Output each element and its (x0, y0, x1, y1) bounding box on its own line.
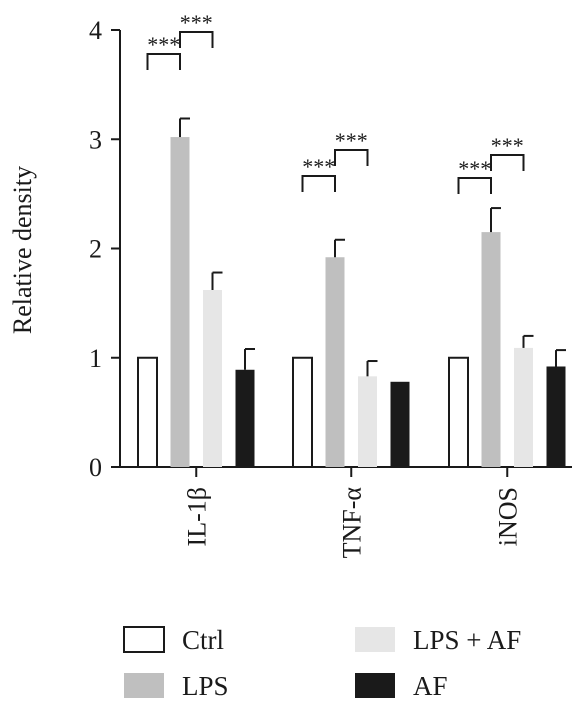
significance-brackets: ****************** (146, 10, 525, 194)
legend-swatch (355, 673, 395, 698)
legend-label: Ctrl (182, 625, 224, 655)
significance-bracket (146, 53, 181, 70)
legend: Ctrl LPS LPS + AF AF (123, 625, 521, 701)
legend-item-ctrl: Ctrl (123, 625, 224, 655)
bar-lps-af-1 (358, 376, 377, 467)
bar-af-1 (390, 381, 410, 467)
significance-bracket (179, 31, 214, 48)
legend-label: AF (413, 671, 448, 701)
significance-bracket (457, 177, 492, 194)
category-label: IL-1β (182, 487, 211, 546)
legend-item-lps: LPS (124, 671, 229, 701)
significance-bracket (490, 154, 525, 171)
legend-swatch (355, 627, 395, 652)
y-tick-label: 0 (89, 453, 102, 482)
significance-label: *** (458, 156, 491, 181)
bar-af-2 (546, 366, 566, 467)
significance-bracket (334, 149, 369, 166)
bar-af-0 (235, 369, 255, 467)
significance-label: *** (335, 128, 368, 153)
significance-label: *** (491, 133, 524, 158)
y-tick-label: 4 (89, 16, 102, 45)
significance-label: *** (180, 10, 213, 35)
axis-labels: IL-1β TNF-α iNOS Relative density (8, 166, 522, 559)
legend-label: LPS + AF (413, 625, 521, 655)
bar-lps-af-0 (203, 290, 222, 467)
legend-label: LPS (182, 671, 229, 701)
bar-lps-af-2 (514, 347, 533, 467)
bar-ctrl-1 (292, 356, 313, 468)
bar-lps-2 (481, 232, 501, 467)
significance-bracket (301, 175, 336, 192)
category-label: TNF-α (337, 487, 366, 559)
bar-ctrl-0 (137, 356, 158, 468)
y-tick-label: 2 (89, 235, 102, 264)
bar-lps-0 (170, 137, 190, 467)
significance-label: *** (147, 32, 180, 57)
bar-ctrl-2 (448, 356, 469, 468)
legend-swatch (123, 626, 165, 653)
bars (137, 117, 566, 468)
bar-lps-1 (325, 257, 345, 467)
y-tick-label: 3 (89, 125, 102, 154)
legend-item-af: AF (355, 671, 448, 701)
significance-label: *** (302, 154, 335, 179)
y-tick-label: 1 (89, 344, 102, 373)
y-axis-label: Relative density (8, 166, 37, 334)
legend-swatch (124, 673, 164, 698)
category-label: iNOS (493, 487, 522, 546)
legend-item-lps-af: LPS + AF (355, 625, 521, 655)
